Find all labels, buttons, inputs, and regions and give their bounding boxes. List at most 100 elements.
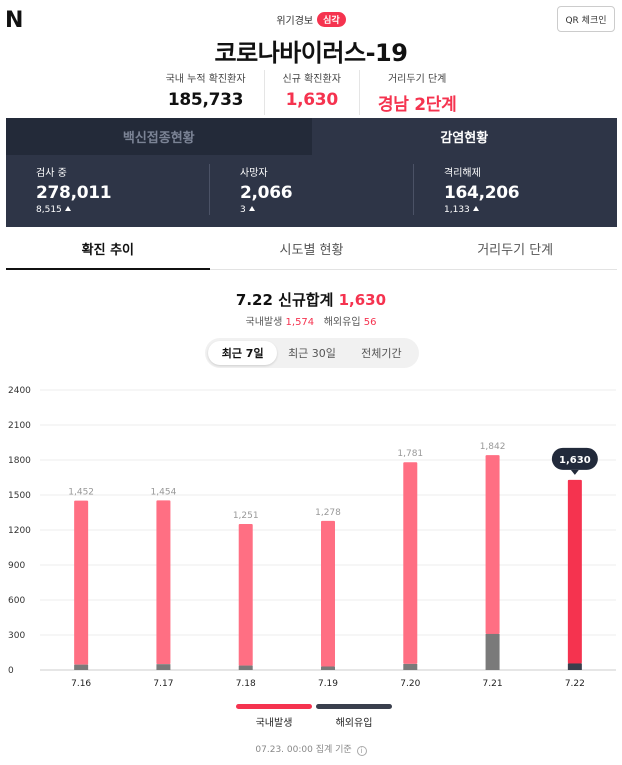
bar-domestic xyxy=(238,524,253,666)
x-tick-label: 7.16 xyxy=(71,679,91,689)
legend-label: 국내발생 xyxy=(255,718,293,729)
stat-released: 격리해제 164,206 1,133 xyxy=(413,164,617,215)
stat-label: 사망자 xyxy=(240,168,268,179)
stat-delta: 8,515 xyxy=(36,205,209,215)
x-tick-label: 7.18 xyxy=(236,679,256,689)
content-tabs: 확진 추이 시도별 현황 거리두기 단계 xyxy=(6,228,617,270)
legend-swatch xyxy=(236,704,312,709)
up-triangle-icon xyxy=(472,206,479,211)
stat-label: 국내 누적 확진환자 xyxy=(165,74,246,85)
period-7days[interactable]: 최근 7일 xyxy=(208,341,278,365)
y-tick-label: 0 xyxy=(8,666,14,676)
alert-label: 위기경보 xyxy=(276,16,314,27)
x-tick-label: 7.21 xyxy=(483,679,503,689)
y-tick-label: 300 xyxy=(8,631,25,641)
stat-value: 278,011 xyxy=(36,183,112,203)
x-tick-label: 7.17 xyxy=(153,679,173,689)
stat-value: 1,630 xyxy=(285,90,339,110)
stat-testing: 검사 중 278,011 8,515 xyxy=(6,164,209,215)
bar-domestic xyxy=(403,462,418,664)
tooltip-pointer xyxy=(570,469,579,475)
tab-vaccination[interactable]: 백신접종현황 xyxy=(6,118,312,155)
period-all[interactable]: 전체기간 xyxy=(361,347,402,360)
summary-total-label: 신규합계 xyxy=(278,291,334,309)
stat-cumulative: 국내 누적 확진환자 185,733 xyxy=(148,70,264,115)
domestic-value: 1,574 xyxy=(285,317,315,328)
timestamp: 07.23. 00:00 집계 기준 xyxy=(255,745,352,755)
bar-domestic xyxy=(485,455,500,634)
stat-label: 거리두기 단계 xyxy=(387,74,447,85)
legend-domestic: 국내발생 xyxy=(236,704,312,729)
stat-delta: 1,133 xyxy=(444,205,617,215)
stat-new: 신규 확진환자 1,630 xyxy=(263,70,359,115)
tooltip-bubble xyxy=(551,447,598,470)
delta-value: 3 xyxy=(240,205,246,215)
data-label: 1,278 xyxy=(315,508,341,518)
summary-date: 7.22 xyxy=(235,291,273,309)
y-tick-label: 1800 xyxy=(8,456,31,466)
stat-label: 격리해제 xyxy=(444,168,481,179)
tab-distancing[interactable]: 거리두기 단계 xyxy=(477,243,554,258)
y-tick-label: 1500 xyxy=(8,491,31,501)
tab-regional[interactable]: 시도별 현황 xyxy=(279,243,344,258)
bar-imported xyxy=(403,663,418,670)
bar-imported xyxy=(74,664,89,670)
stat-delta: 3 xyxy=(240,205,413,215)
stat-deaths: 사망자 2,066 3 xyxy=(209,164,413,215)
stat-value: 164,206 xyxy=(444,183,520,203)
qr-checkin-button[interactable]: QR 체크인 xyxy=(557,6,615,32)
panel-tabs: 백신접종현황 감염현황 xyxy=(6,118,617,155)
data-label: 1,842 xyxy=(480,442,506,452)
summary-stats: 국내 누적 확진환자 185,733 신규 확진환자 1,630 거리두기 단계… xyxy=(0,70,622,115)
delta-value: 8,515 xyxy=(36,205,62,215)
period-selector: 최근 7일 최근 30일 전체기간 xyxy=(205,338,419,368)
imported-value: 56 xyxy=(363,317,377,328)
y-tick-label: 900 xyxy=(8,561,25,571)
infection-panel: 백신접종현황 감염현황 검사 중 278,011 8,515 사망자 2,066… xyxy=(6,118,617,227)
y-tick-label: 600 xyxy=(8,596,25,606)
x-tick-label: 7.22 xyxy=(565,679,585,689)
alert-status: 위기경보 심각 xyxy=(0,12,622,27)
bar-domestic xyxy=(321,520,335,667)
data-label: 1,251 xyxy=(233,511,259,521)
summary-breakdown: 국내발생 1,574 해외유입 56 xyxy=(0,313,622,328)
chart-legend: 국내발생 해외유입 xyxy=(236,704,392,729)
bar-imported xyxy=(485,633,500,670)
tab-trend[interactable]: 확진 추이 xyxy=(6,228,210,270)
daily-summary: 7.22 신규합계 1,630 국내발생 1,574 해외유입 56 xyxy=(0,289,622,328)
data-label: 1,454 xyxy=(151,487,177,497)
delta-value: 1,133 xyxy=(444,205,470,215)
legend-label: 해외유입 xyxy=(335,718,373,729)
naver-logo[interactable]: N xyxy=(5,8,23,33)
bar-domestic xyxy=(74,500,89,665)
bar-imported xyxy=(156,664,171,670)
stat-value: 185,733 xyxy=(167,90,244,110)
period-30days[interactable]: 최근 30일 xyxy=(288,347,336,360)
header: N 위기경보 심각 QR 체크인 코로나바이러스-19 국내 누적 확진환자 1… xyxy=(0,0,622,116)
bar-imported xyxy=(238,665,253,670)
stat-value: 2,066 xyxy=(240,183,293,203)
data-label: 1,452 xyxy=(68,488,94,498)
bar-imported xyxy=(321,666,335,670)
alert-level-badge: 심각 xyxy=(317,12,346,27)
x-tick-label: 7.19 xyxy=(318,679,338,689)
x-tick-label: 7.20 xyxy=(400,679,420,689)
stat-label: 신규 확진환자 xyxy=(282,74,341,85)
data-label: 1,781 xyxy=(397,449,423,459)
infection-stats: 검사 중 278,011 8,515 사망자 2,066 3 격리해제 164,… xyxy=(6,155,617,215)
bar-domestic xyxy=(567,479,582,664)
data-label: 1,630 xyxy=(559,455,591,466)
summary-main: 7.22 신규합계 1,630 xyxy=(0,289,622,310)
footer-note: 07.23. 00:00 집계 기준 i xyxy=(0,742,622,756)
info-icon[interactable]: i xyxy=(356,746,367,756)
y-tick-label: 2100 xyxy=(8,421,31,431)
legend-swatch xyxy=(316,704,392,709)
stat-distancing[interactable]: 거리두기 단계 경남 2단계 xyxy=(358,70,475,115)
tab-infection[interactable]: 감염현황 xyxy=(311,118,617,155)
y-tick-label: 1200 xyxy=(8,526,31,536)
stat-value: 경남 2단계 xyxy=(377,95,457,115)
summary-total: 1,630 xyxy=(338,291,387,309)
y-tick-label: 2400 xyxy=(8,386,31,396)
bar-imported xyxy=(567,663,582,670)
up-triangle-icon xyxy=(248,206,255,211)
